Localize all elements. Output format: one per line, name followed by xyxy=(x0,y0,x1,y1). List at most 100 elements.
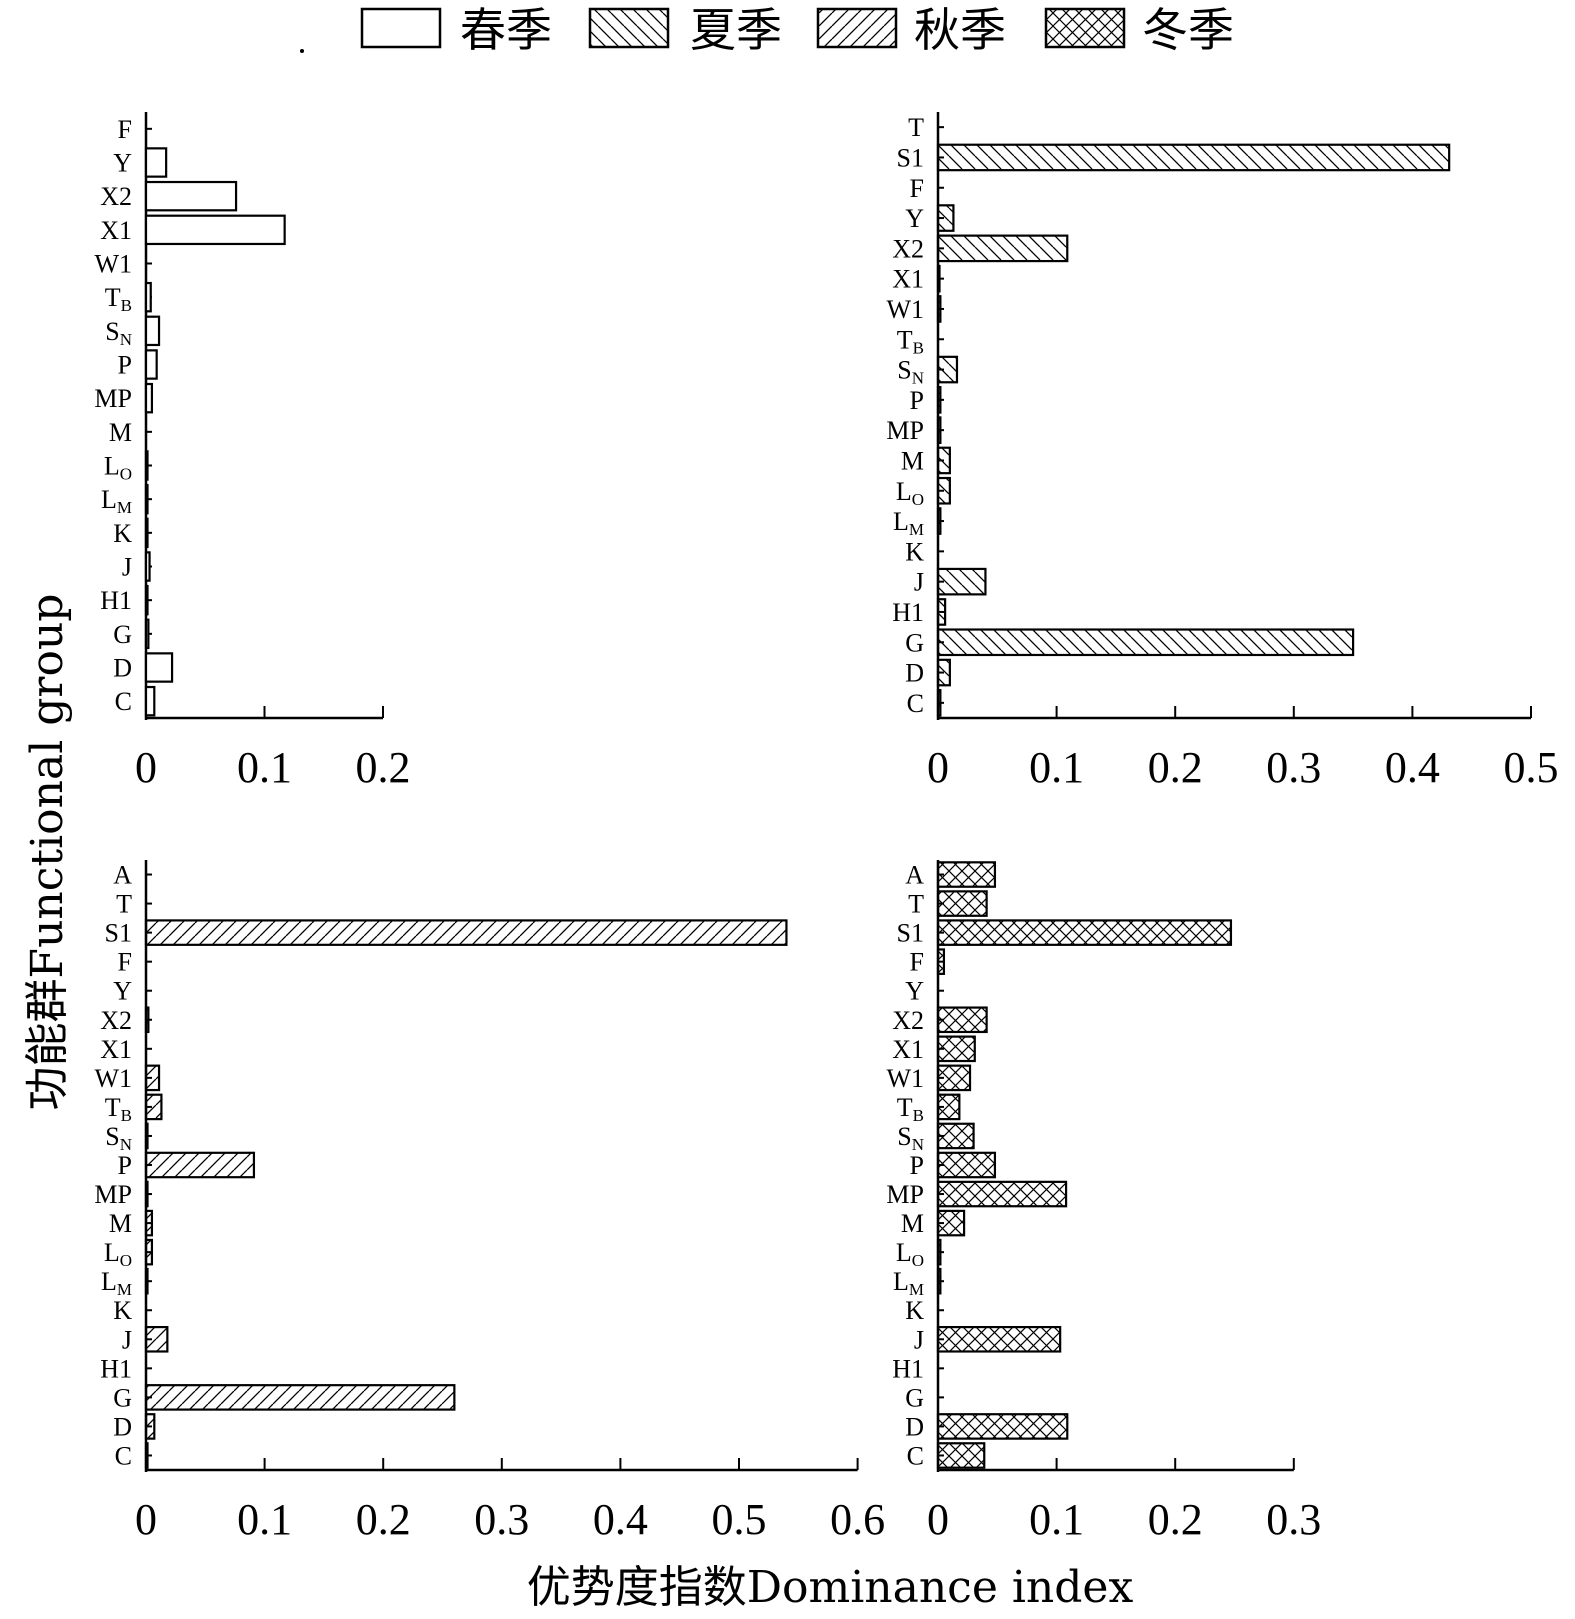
category-label: A xyxy=(113,861,132,890)
category-label: H1 xyxy=(100,586,132,615)
bar xyxy=(936,1238,942,1266)
category-label: TB xyxy=(105,283,132,315)
category-label: G xyxy=(113,1383,132,1412)
category-label: C xyxy=(907,689,924,718)
category-label: M xyxy=(901,1209,924,1238)
panel-summer: 0 0.1 0.2 0.3 0.4 0.5 TS1FYX2X1W1TBSNPMPMLOLMK… xyxy=(886,112,1559,792)
bar xyxy=(144,349,158,380)
bar xyxy=(936,861,997,888)
bar xyxy=(936,446,951,475)
category-label: Y xyxy=(905,977,924,1006)
bar xyxy=(144,1064,161,1092)
category-label: SN xyxy=(105,317,132,349)
category-label: TB xyxy=(897,325,924,357)
category-label: MP xyxy=(94,1180,132,1209)
category-label: MP xyxy=(886,416,924,445)
bar xyxy=(936,1267,942,1295)
category-label: X2 xyxy=(100,1006,132,1035)
bar xyxy=(936,948,946,975)
legend-item-spring: 春季 xyxy=(360,3,552,57)
bar xyxy=(936,567,987,596)
x-tick-label: 0.6 xyxy=(830,1495,885,1544)
category-label: LM xyxy=(101,485,132,517)
x-tick-label: 0.1 xyxy=(1029,1495,1084,1544)
bar xyxy=(936,143,1451,172)
category-label: LM xyxy=(893,507,924,539)
bar xyxy=(936,1413,1069,1440)
category-label: LO xyxy=(104,452,132,484)
category-label: F xyxy=(118,115,132,144)
legend: 春季 夏季 秋季 冬季 xyxy=(300,3,1234,57)
x-tick-label: 0 xyxy=(135,743,157,792)
category-label: F xyxy=(910,174,924,203)
category-label: C xyxy=(115,687,132,716)
bar xyxy=(936,890,988,917)
category-label: P xyxy=(910,1151,924,1180)
category-label: G xyxy=(113,620,132,649)
bar xyxy=(936,1442,986,1469)
category-label: F xyxy=(118,948,132,977)
category-label: X1 xyxy=(100,216,132,245)
legend-item-winter: 冬季 xyxy=(1044,3,1234,57)
x-tick-label: 0 xyxy=(135,1495,157,1544)
bar xyxy=(144,1122,149,1150)
bar xyxy=(144,1006,150,1034)
bar xyxy=(936,919,1233,946)
category-label: LM xyxy=(101,1267,132,1299)
bar xyxy=(936,598,947,626)
bar xyxy=(144,584,149,616)
category-label: LO xyxy=(104,1238,132,1270)
category-label: K xyxy=(905,537,924,566)
bar xyxy=(936,1064,972,1092)
category-label: T xyxy=(908,890,924,919)
legend-dot xyxy=(300,49,304,53)
category-label: H1 xyxy=(100,1354,132,1383)
x-tick-label: 0.1 xyxy=(1029,743,1084,792)
category-label: MP xyxy=(886,1180,924,1209)
x-tick-label: 0.3 xyxy=(474,1495,529,1544)
category-label: W1 xyxy=(886,295,924,324)
category-label: X1 xyxy=(100,1035,132,1064)
bar xyxy=(936,416,942,444)
category-label: Y xyxy=(113,977,132,1006)
x-tick-label: 0 xyxy=(927,743,949,792)
bar xyxy=(936,1180,1068,1208)
legend-label-spring: 春季 xyxy=(460,3,552,57)
bar xyxy=(936,1035,976,1063)
category-label: G xyxy=(905,628,924,657)
category-label: LM xyxy=(893,1267,924,1299)
category-label: D xyxy=(113,1412,132,1441)
legend-item-summer: 夏季 xyxy=(588,3,782,57)
bar xyxy=(936,628,1355,657)
legend-item-autumn: 秋季 xyxy=(816,3,1006,57)
x-tick-label: 0.3 xyxy=(1266,743,1321,792)
category-label: P xyxy=(910,386,924,415)
bar xyxy=(144,315,161,347)
panel-winter: 0 0.1 0.2 0.3 ATS1FYX2X1W1TBSNPMPMLOLMKJH1GD… xyxy=(886,860,1321,1544)
category-label: SN xyxy=(897,356,924,388)
category-label: J xyxy=(914,1325,924,1354)
bar xyxy=(144,1442,149,1469)
category-label: M xyxy=(901,446,924,475)
bar xyxy=(936,355,959,384)
x-tick-label: 0.2 xyxy=(1148,1495,1203,1544)
category-label: LO xyxy=(896,1238,924,1270)
category-label: X2 xyxy=(100,182,132,211)
category-label: W1 xyxy=(94,1064,132,1093)
bar xyxy=(144,1413,156,1440)
category-label: T xyxy=(908,113,924,142)
bar xyxy=(144,1238,154,1266)
bar xyxy=(936,658,951,687)
category-label: Y xyxy=(113,149,132,178)
bar xyxy=(936,689,942,717)
x-tick-label: 0.3 xyxy=(1266,1495,1321,1544)
category-label: A xyxy=(905,861,924,890)
x-tick-label: 0.4 xyxy=(1385,743,1440,792)
category-label: D xyxy=(905,659,924,688)
bar xyxy=(144,1384,456,1411)
category-label: T xyxy=(116,890,132,919)
category-label: X2 xyxy=(892,1006,924,1035)
bar xyxy=(936,295,942,323)
